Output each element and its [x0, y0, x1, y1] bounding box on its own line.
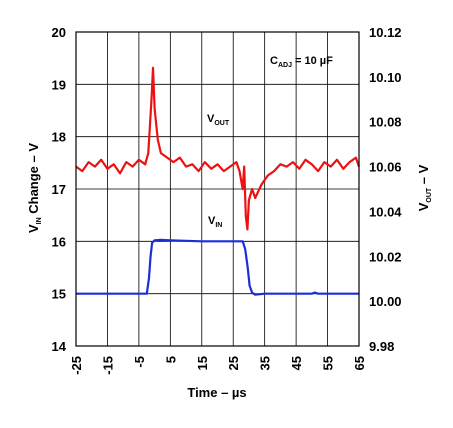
y-right-tick-label: 10.00: [369, 294, 402, 309]
y-right-tick-label: 10.08: [369, 115, 402, 130]
vin-series-label: VIN: [208, 215, 222, 229]
right-tick-labels: 9.98 10.00 10.02 10.04 10.06 10.08 10.10 10.12: [369, 25, 402, 354]
x-axis-title: Time – µs: [187, 385, 246, 400]
y-left-tick-label: 17: [52, 182, 66, 197]
y-right-tick-label: 10.10: [369, 70, 402, 85]
x-tick-label: -15: [100, 356, 115, 375]
vin-series-line: [76, 238, 359, 296]
y-left-tick-label: 14: [52, 339, 67, 354]
y-right-tick-label: 9.98: [369, 339, 394, 354]
y-left-tick-label: 16: [52, 234, 66, 249]
grid: [76, 32, 359, 346]
y-left-tick-label: 19: [52, 77, 66, 92]
x-tick-label: 65: [352, 356, 367, 370]
y-left-axis-title: VIN Change – V: [26, 143, 43, 233]
x-tick-label: 45: [289, 356, 304, 370]
y-left-tick-label: 20: [52, 25, 66, 40]
x-tick-labels: -25 -15 -5 5 15 25 35 45 55 65: [69, 356, 367, 375]
x-tick-label: 35: [258, 356, 273, 370]
vout-series-line: [75, 66, 361, 231]
x-tick-label: 15: [195, 356, 210, 370]
y-right-axis-title: VOUT – V: [416, 164, 433, 211]
x-tick-label: 25: [226, 356, 241, 370]
series-layer: [75, 66, 361, 296]
y-left-tick-label: 18: [52, 130, 66, 145]
x-tick-label: 5: [163, 356, 178, 363]
x-tick-label: -5: [132, 356, 147, 368]
left-tick-labels: 14 15 16 17 18 19 20: [52, 25, 67, 354]
x-tick-label: 55: [321, 356, 336, 370]
y-left-tick-label: 15: [52, 287, 66, 302]
y-right-tick-label: 10.02: [369, 249, 402, 264]
y-right-tick-label: 10.06: [369, 160, 402, 175]
plot-frame: [75, 31, 360, 347]
vout-series-label: VOUT: [207, 113, 230, 127]
y-right-tick-label: 10.04: [369, 204, 402, 219]
y-right-tick-label: 10.12: [369, 25, 402, 40]
x-tick-label: -25: [69, 356, 84, 375]
cadj-annotation: CADJ = 10 µF: [270, 55, 333, 69]
